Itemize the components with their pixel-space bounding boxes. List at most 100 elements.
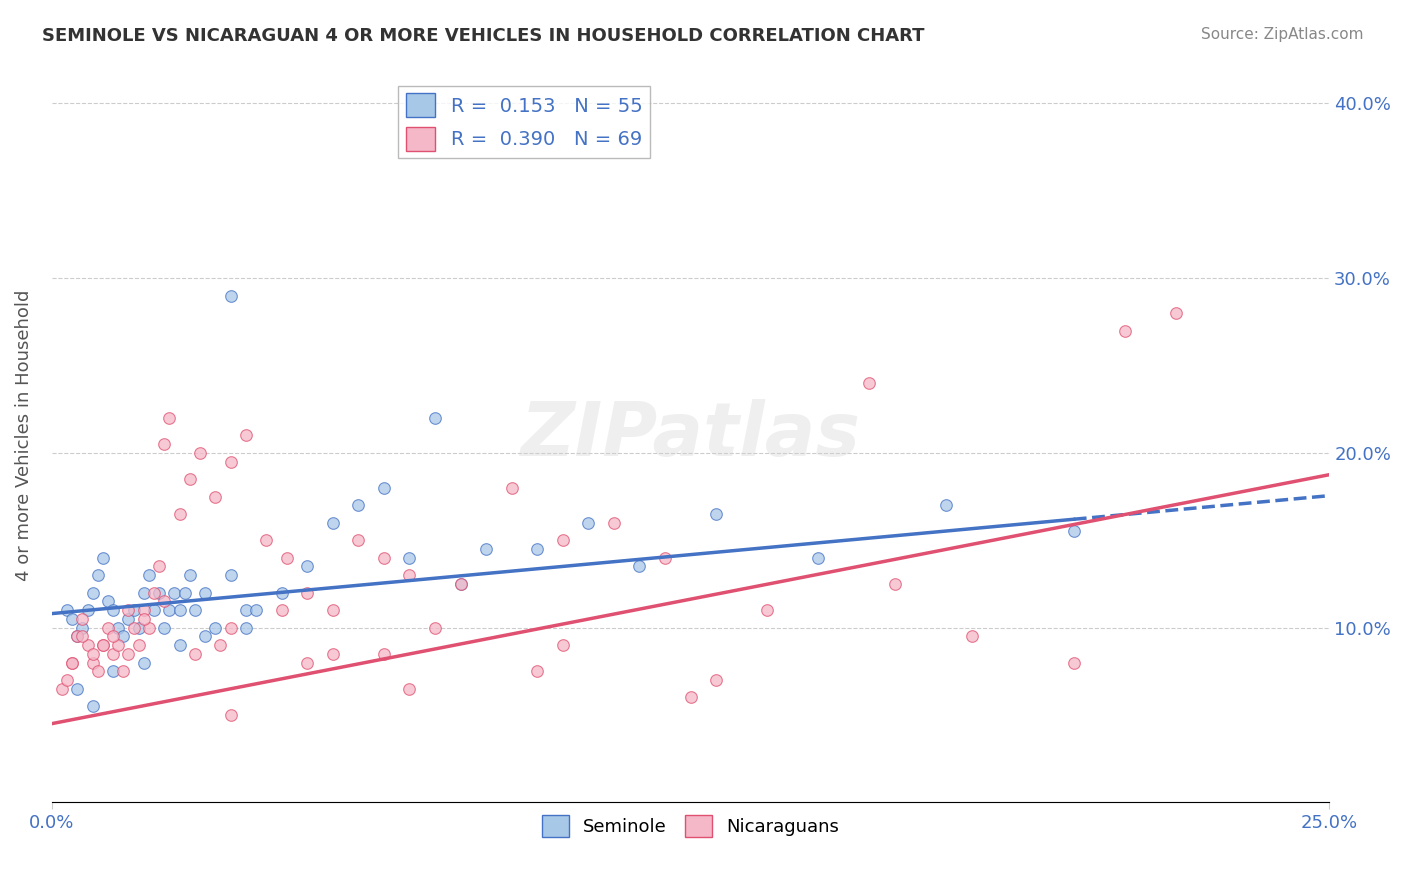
Point (132, 585, 155, 599)
Point (157, 603, 180, 617)
Point (82, 656, 104, 670)
Point (935, 498, 957, 512)
Point (138, 568, 160, 582)
Point (373, 481, 395, 495)
Point (179, 472, 201, 486)
Point (82, 585, 104, 599)
Point (101, 603, 124, 617)
Point (204, 490, 226, 504)
Point (1063, 524, 1085, 539)
Point (960, 629, 983, 643)
Point (72, 621, 94, 635)
Point (101, 647, 124, 661)
Point (169, 603, 191, 617)
Point (117, 603, 139, 617)
Point (1114, 324, 1136, 338)
Point (219, 288, 242, 302)
Point (117, 612, 139, 626)
Point (82, 699, 104, 714)
Point (117, 647, 139, 661)
Point (398, 550, 420, 565)
Point (148, 559, 170, 574)
Point (87, 665, 110, 679)
Point (501, 481, 523, 495)
Point (56, 603, 79, 617)
Point (87, 568, 110, 582)
Point (235, 603, 257, 617)
Point (322, 647, 344, 661)
Point (97, 621, 120, 635)
Point (322, 603, 344, 617)
Point (91, 638, 114, 652)
Point (551, 638, 574, 652)
Point (169, 507, 191, 521)
Text: ZIPatlas: ZIPatlas (520, 399, 860, 472)
Point (184, 647, 207, 661)
Text: SEMINOLE VS NICARAGUAN 4 OR MORE VEHICLES IN HOUSEHOLD CORRELATION CHART: SEMINOLE VS NICARAGUAN 4 OR MORE VEHICLE… (42, 27, 925, 45)
Point (60, 612, 83, 626)
Point (297, 656, 319, 670)
Point (704, 673, 727, 687)
Point (132, 612, 155, 626)
Legend: Seminole, Nicaraguans: Seminole, Nicaraguans (534, 808, 846, 845)
Point (551, 533, 574, 548)
Point (76, 638, 98, 652)
Point (153, 594, 176, 608)
Point (51, 681, 73, 696)
Text: Source: ZipAtlas.com: Source: ZipAtlas.com (1201, 27, 1364, 42)
Point (1164, 306, 1187, 320)
Point (194, 629, 217, 643)
Point (91, 638, 114, 652)
Point (169, 638, 191, 652)
Point (704, 507, 727, 521)
Point (132, 603, 155, 617)
Point (347, 498, 370, 512)
Point (112, 629, 135, 643)
Point (297, 585, 319, 599)
Point (398, 568, 420, 582)
Point (373, 647, 395, 661)
Point (628, 559, 651, 574)
Point (153, 621, 176, 635)
Point (475, 541, 498, 556)
Point (148, 585, 170, 599)
Point (142, 603, 165, 617)
Point (235, 428, 257, 442)
Point (179, 568, 201, 582)
Point (858, 376, 880, 390)
Point (398, 681, 420, 696)
Point (254, 533, 277, 548)
Point (219, 621, 242, 635)
Point (60, 656, 83, 670)
Point (270, 603, 292, 617)
Point (101, 665, 124, 679)
Point (194, 585, 217, 599)
Point (373, 550, 395, 565)
Y-axis label: 4 or more Vehicles in Household: 4 or more Vehicles in Household (15, 290, 32, 581)
Point (60, 656, 83, 670)
Point (122, 603, 145, 617)
Point (107, 638, 129, 652)
Point (107, 621, 129, 635)
Point (576, 516, 599, 530)
Point (423, 621, 446, 635)
Point (450, 577, 472, 591)
Point (138, 621, 160, 635)
Point (276, 550, 298, 565)
Point (101, 629, 124, 643)
Point (76, 603, 98, 617)
Point (526, 665, 548, 679)
Point (163, 585, 186, 599)
Point (112, 665, 135, 679)
Point (122, 621, 145, 635)
Point (883, 577, 905, 591)
Point (204, 621, 226, 635)
Point (128, 621, 150, 635)
Point (184, 603, 207, 617)
Point (82, 647, 104, 661)
Point (66, 629, 89, 643)
Point (97, 594, 120, 608)
Point (132, 656, 155, 670)
Point (654, 550, 676, 565)
Point (91, 550, 114, 565)
